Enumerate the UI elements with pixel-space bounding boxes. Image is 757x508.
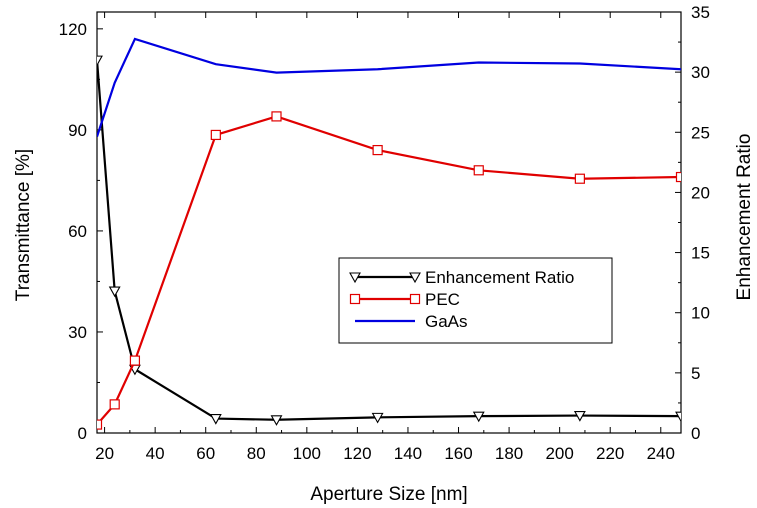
series-group: [97, 37, 681, 430]
x-tick-label: 140: [394, 444, 422, 463]
y2-tick-label: 35: [691, 3, 710, 22]
data-point-enhancement-ratio: [371, 412, 384, 424]
y2-tick-label: 0: [691, 424, 700, 443]
y-tick-label: 0: [78, 424, 87, 443]
data-point-pec: [574, 173, 585, 184]
data-point-enhancement-ratio: [573, 411, 586, 422]
x-tick-label: 180: [495, 444, 523, 463]
data-point-pec: [97, 419, 103, 430]
legend-marker-enhancement-ratio: [349, 272, 361, 284]
x-tick-label: 220: [596, 444, 624, 463]
data-point-pec: [675, 171, 681, 183]
data-point-pec: [372, 144, 383, 156]
data-point-enhancement-ratio: [97, 55, 103, 67]
data-point-pec: [271, 111, 282, 122]
data-point-enhancement-ratio: [675, 411, 681, 423]
y2-tick-label: 30: [691, 63, 710, 82]
y-axis-title: Transmittance [%]: [13, 149, 34, 301]
x-axis-title: Aperture Size [nm]: [310, 484, 467, 505]
data-point-enhancement-ratio: [270, 415, 283, 426]
legend-label-enhancement-ratio: Enhancement Ratio: [425, 268, 574, 287]
legend-marker-pec: [349, 293, 361, 305]
x-tick-label: 120: [343, 444, 371, 463]
y2-tick-label: 20: [691, 183, 710, 202]
legend-label-gaas: GaAs: [425, 312, 468, 331]
y-tick-label: 60: [68, 222, 87, 241]
x-tick-label: 100: [293, 444, 321, 463]
data-point-pec: [129, 355, 141, 366]
y-tick-label: 30: [68, 323, 87, 342]
y-tick-label: 120: [59, 20, 87, 39]
y2-axis-title: Enhancement Ratio: [734, 134, 755, 301]
y-tick-label: 90: [68, 121, 87, 140]
y2-tick-label: 5: [691, 364, 700, 383]
data-point-pec: [473, 165, 484, 176]
y2-tick-label: 25: [691, 123, 710, 142]
x-tick-label: 80: [247, 444, 266, 463]
data-point-enhancement-ratio: [108, 286, 121, 298]
legend-box: [338, 257, 613, 344]
series-line-enhancement-ratio: [97, 60, 681, 421]
data-point-pec: [210, 129, 221, 141]
x-tick-label: 60: [196, 444, 215, 463]
y2-tick-label: 15: [691, 244, 710, 263]
data-point-enhancement-ratio: [209, 414, 222, 425]
x-tick-label: 20: [95, 444, 114, 463]
legend: Enhancement Ratio PEC GaAs: [338, 257, 613, 344]
legend-marker-pec: [409, 293, 421, 305]
data-point-pec: [109, 399, 120, 410]
plot-area: 20 40 60 80 100 120 140 160 180 200 220 24003060901…: [59, 3, 710, 463]
x-tick-label: 160: [444, 444, 472, 463]
legend-label-pec: PEC: [425, 290, 460, 309]
x-tick-label: 200: [545, 444, 573, 463]
y2-tick-label: 10: [691, 304, 710, 323]
series-line-gaas: [97, 37, 681, 137]
data-point-enhancement-ratio: [472, 411, 485, 423]
x-tick-label: 40: [146, 444, 165, 463]
legend-marker-enhancement-ratio: [409, 272, 421, 284]
x-tick-label: 240: [647, 444, 675, 463]
